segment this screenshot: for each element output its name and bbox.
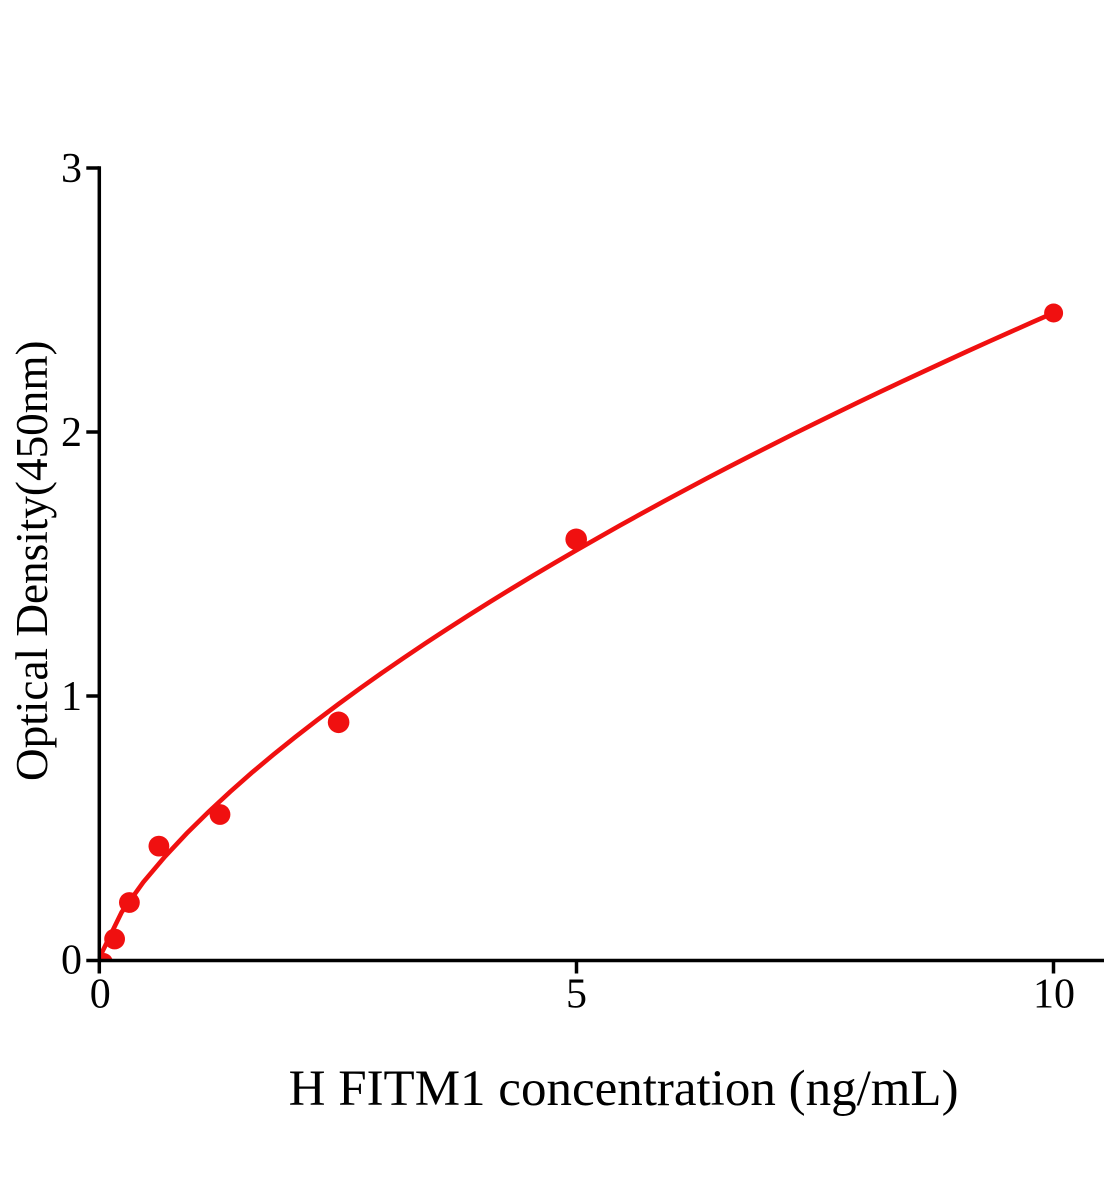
svg-text:0: 0 (61, 938, 82, 984)
svg-text:0: 0 (90, 972, 111, 1018)
svg-text:H FITM1 concentration (ng/mL): H FITM1 concentration (ng/mL) (289, 1061, 959, 1117)
svg-text:2: 2 (61, 410, 82, 456)
svg-text:Optical Density(450nm): Optical Density(450nm) (7, 340, 57, 781)
svg-text:10: 10 (1033, 972, 1075, 1018)
svg-text:5: 5 (566, 972, 587, 1018)
svg-text:3: 3 (61, 146, 82, 192)
svg-text:1: 1 (61, 674, 82, 720)
